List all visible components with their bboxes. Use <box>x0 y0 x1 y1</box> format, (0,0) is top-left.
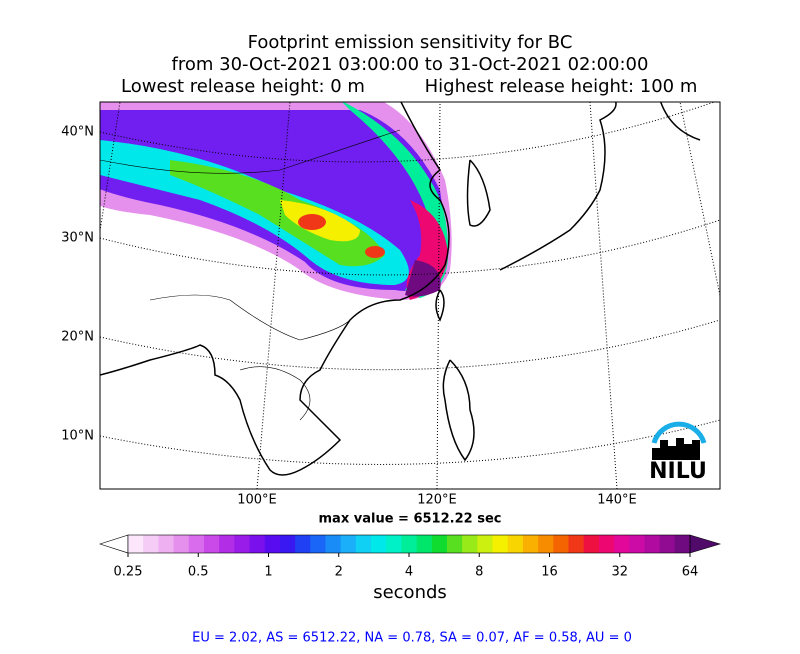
colorbar-tick-label: 0.25 <box>114 565 143 580</box>
colorbar-segment <box>416 535 433 553</box>
colorbar-segment <box>371 535 387 553</box>
map <box>100 102 720 489</box>
lon-label: 100°E <box>237 493 277 508</box>
colorbar-segment <box>279 535 296 553</box>
colorbar: 0.25 0.5 1 2 4 8 16 32 64 <box>99 534 722 580</box>
plume-red <box>298 214 326 230</box>
colorbar-segment <box>674 535 691 553</box>
colorbar-segment <box>340 535 357 553</box>
colorbar-tick-label: 8 <box>475 565 483 580</box>
colorbar-segment <box>158 535 175 553</box>
colorbar-segment <box>173 535 190 553</box>
colorbar-segment <box>507 535 524 553</box>
colorbar-tick-label: 16 <box>541 565 558 580</box>
colorbar-tick-label: 0.5 <box>188 565 209 580</box>
colorbar-segment <box>143 535 159 553</box>
colorbar-segment <box>446 535 463 553</box>
colorbar-segment <box>522 535 539 553</box>
release-high: Highest release height: 100 m <box>425 76 698 97</box>
colorbar-segment <box>431 535 448 553</box>
colorbar-tick-label: 32 <box>611 565 628 580</box>
colorbar-segment <box>477 535 494 553</box>
lat-label: 30°N <box>61 231 94 246</box>
colorbar-segment <box>659 535 676 553</box>
colorbar-segment <box>583 535 600 553</box>
colorbar-segment <box>249 535 266 553</box>
colorbar-tick-label: 1 <box>264 565 272 580</box>
logo-skyline <box>652 438 700 460</box>
colorbar-label: seconds <box>373 582 447 603</box>
release-low: Lowest release height: 0 m <box>121 76 365 97</box>
colorbar-segment <box>188 535 205 553</box>
coastline <box>100 102 701 476</box>
colorbar-segment <box>568 535 585 553</box>
lat-label: 40°N <box>61 125 94 140</box>
title-line: from 30-Oct-2021 03:00:00 to 31-Oct-2021… <box>172 54 649 75</box>
lon-label: 140°E <box>597 493 637 508</box>
colorbar-tick-label: 2 <box>335 565 343 580</box>
colorbar-segment <box>386 535 402 553</box>
colorbar-segment <box>128 535 144 553</box>
region-stats: EU = 2.02, AS = 6512.22, NA = 0.78, SA =… <box>192 631 632 646</box>
title-line: Footprint emission sensitivity for BC <box>248 32 573 53</box>
logo-text: NILU <box>649 459 707 484</box>
max-value: max value = 6512.22 sec <box>319 512 502 527</box>
logo-arc <box>651 421 707 444</box>
colorbar-segment <box>401 535 418 553</box>
colorbar-segment <box>629 535 645 553</box>
colorbar-segment <box>295 535 311 553</box>
lat-label: 10°N <box>61 429 94 444</box>
colorbar-segment <box>325 535 342 553</box>
colorbar-tick-label: 4 <box>405 565 413 580</box>
colorbar-segment <box>234 535 251 553</box>
colorbar-segment <box>644 535 661 553</box>
colorbar-segment <box>310 535 326 553</box>
plume-red <box>365 246 385 258</box>
colorbar-segment <box>598 535 615 553</box>
colorbar-segment <box>614 535 630 553</box>
plume-max <box>405 260 441 297</box>
colorbar-segment <box>492 535 509 553</box>
map-frame <box>99 101 721 490</box>
colorbar-tick-label: 64 <box>682 565 699 580</box>
lat-label: 20°N <box>61 330 94 345</box>
colorbar-segment <box>538 535 554 553</box>
colorbar-segment <box>203 535 220 553</box>
border <box>100 129 401 421</box>
graticule <box>100 102 720 489</box>
colorbar-segment <box>219 535 235 553</box>
colorbar-segment <box>462 535 478 553</box>
colorbar-segment <box>264 535 281 553</box>
colorbar-segment <box>355 535 372 553</box>
lon-label: 120°E <box>417 493 457 508</box>
colorbar-segment <box>553 535 569 553</box>
logo: NILU <box>649 421 707 484</box>
